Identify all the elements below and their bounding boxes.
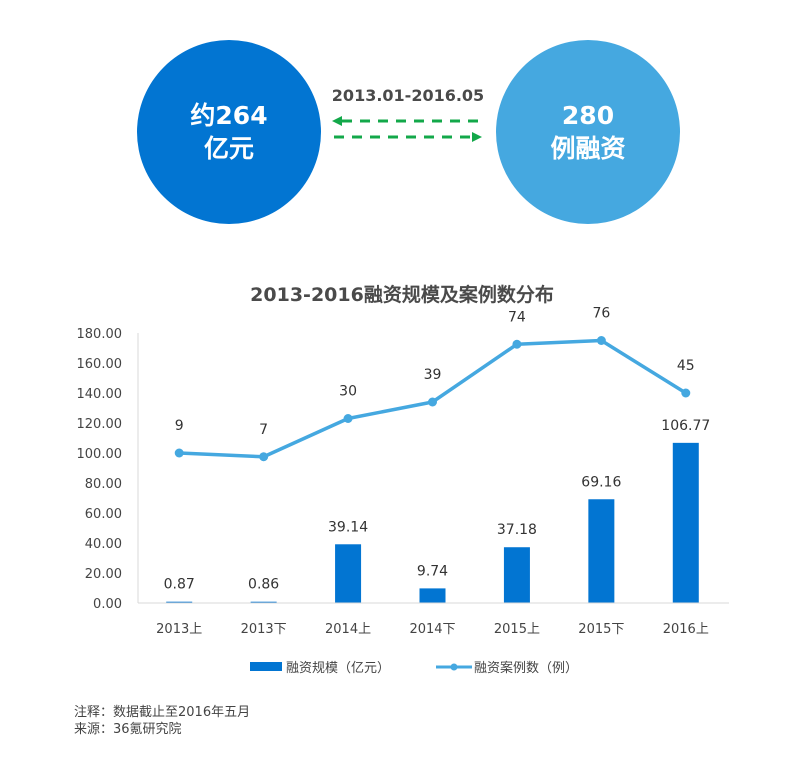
total-amount-value: 约264	[190, 101, 268, 130]
bar-series: 0.87 0.86 39.14 9.74 37.18 69.16 106.77	[164, 418, 710, 603]
line-value-label: 39	[424, 367, 442, 383]
bar	[166, 601, 193, 603]
footnote: 注释：数据截止至2016年五月 来源：36氪研究院	[74, 704, 250, 738]
legend-item-bar: 融资规模（亿元）	[250, 657, 390, 676]
y-axis: 0.00 20.00 40.00 60.00 80.00 100.00 120.00 140.…	[77, 327, 139, 612]
deal-count-value: 280	[561, 101, 615, 130]
total-amount-unit: 亿元	[203, 134, 254, 163]
legend-line-marker-icon	[436, 663, 472, 670]
bar-value-label: 37.18	[497, 522, 537, 538]
bar	[588, 499, 615, 603]
y-tick-label: 180.00	[77, 327, 123, 342]
period-label: 2013.01-2016.05	[331, 86, 485, 105]
source-text: 来源：36氪研究院	[74, 722, 182, 737]
line-value-label: 9	[175, 418, 184, 434]
legend-item-line: 融资案例数（例）	[436, 657, 578, 676]
y-tick-label: 60.00	[85, 507, 122, 522]
deal-count-unit: 例融资	[550, 134, 626, 163]
bar-value-label: 39.14	[328, 519, 368, 535]
x-tick-label: 2014下	[409, 622, 455, 637]
line-point	[681, 388, 691, 398]
legend-bar-label: 融资规模（亿元）	[286, 661, 391, 676]
y-tick-label: 140.00	[77, 387, 123, 402]
line-point	[512, 339, 522, 349]
bar	[672, 442, 699, 603]
x-tick-label: 2015上	[494, 622, 540, 637]
bar-value-label: 0.87	[164, 577, 195, 593]
bar-value-label: 9.74	[417, 563, 448, 579]
deal-count-circle: 280 例融资	[496, 40, 680, 224]
line-point	[343, 414, 353, 423]
y-tick-label: 160.00	[77, 357, 123, 372]
line-point	[259, 452, 269, 462]
note-text: 注释：数据截止至2016年五月	[74, 705, 251, 720]
x-tick-label: 2013上	[156, 622, 202, 637]
line-point	[428, 397, 437, 407]
y-tick-label: 40.00	[85, 537, 122, 552]
legend-line-label: 融资案例数（例）	[474, 661, 579, 676]
y-tick-label: 0.00	[93, 597, 122, 612]
y-tick-label: 20.00	[85, 567, 122, 582]
line-series: 9 7 30 39 74 76 45	[174, 306, 695, 462]
x-tick-label: 2016上	[663, 622, 709, 637]
y-tick-label: 120.00	[77, 417, 123, 432]
bar	[503, 547, 530, 603]
bar-value-label: 69.16	[581, 474, 621, 490]
bar-value-label: 106.77	[661, 418, 710, 434]
line-value-label: 45	[677, 358, 695, 374]
total-amount-circle: 约264 亿元	[137, 40, 321, 224]
y-tick-label: 80.00	[85, 477, 122, 492]
line-value-label: 76	[592, 306, 610, 322]
chart-title: 2013-2016融资规模及案例数分布	[250, 284, 554, 306]
legend-bar-swatch-icon	[250, 662, 282, 671]
bar	[250, 601, 277, 603]
line-point	[596, 336, 606, 345]
line-point	[174, 448, 184, 458]
line-value-label: 7	[259, 422, 268, 438]
x-axis: 2013上 2013下 2014上 2014下 2015上 2015下 2016上	[138, 602, 729, 637]
x-tick-label: 2014上	[325, 622, 371, 637]
y-tick-label: 100.00	[77, 447, 123, 462]
line-value-label: 74	[508, 309, 526, 325]
bidirectional-arrow-icon	[332, 116, 482, 142]
bar	[335, 544, 362, 603]
line-value-label: 30	[339, 384, 357, 400]
x-tick-label: 2015下	[578, 622, 624, 637]
x-tick-label: 2013下	[241, 622, 287, 637]
bar	[419, 588, 446, 603]
bar-value-label: 0.86	[248, 577, 279, 593]
